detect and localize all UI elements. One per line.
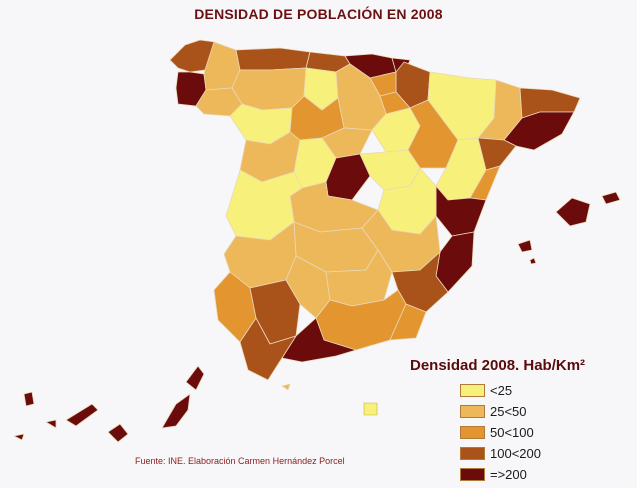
region-almeria	[389, 303, 427, 341]
region-valencia	[435, 185, 487, 237]
source-note: Fuente: INE. Elaboración Carmen Hernánde…	[135, 456, 345, 466]
region-cadiz	[239, 317, 297, 381]
legend-label: 100<200	[490, 445, 541, 461]
legend-item-25-50: 25<50	[460, 402, 527, 420]
region-la-gomera	[45, 419, 57, 429]
region-leon	[231, 67, 307, 111]
legend-label: =>200	[490, 466, 527, 482]
region-malaga	[281, 317, 357, 363]
legend-label: <25	[490, 382, 513, 398]
region-mallorca	[555, 197, 591, 227]
legend-item-lt25: <25	[460, 381, 512, 399]
legend-label: 50<100	[490, 424, 534, 440]
legend-title: Densidad 2008. Hab/Km²	[410, 357, 586, 374]
region-lanzarote	[185, 365, 205, 391]
region-tarragona	[477, 137, 517, 171]
legend-swatch	[460, 446, 485, 460]
region-ceuta	[281, 383, 291, 391]
region-el-hierro	[13, 433, 25, 441]
region-menorca	[601, 191, 621, 205]
region-ibiza	[517, 239, 533, 253]
region-la-palma	[23, 391, 35, 407]
region-melilla	[363, 402, 378, 416]
legend-swatch	[460, 404, 485, 418]
region-gran-canaria	[107, 423, 129, 443]
region-asturias	[235, 47, 311, 71]
legend-swatch	[460, 467, 485, 481]
region-fuerteventura	[161, 393, 191, 429]
region-formentera	[529, 257, 537, 265]
region-tenerife	[65, 403, 99, 427]
legend-item-gte200: =>200	[460, 465, 527, 483]
legend-item-50-100: 50<100	[460, 423, 534, 441]
region-caceres	[225, 169, 303, 241]
map-title: DENSIDAD DE POBLACIÓN EN 2008	[194, 6, 443, 22]
legend-item-100-200: 100<200	[460, 444, 541, 462]
legend-swatch	[460, 383, 485, 397]
legend-swatch	[460, 425, 485, 439]
legend-label: 25<50	[490, 403, 527, 419]
